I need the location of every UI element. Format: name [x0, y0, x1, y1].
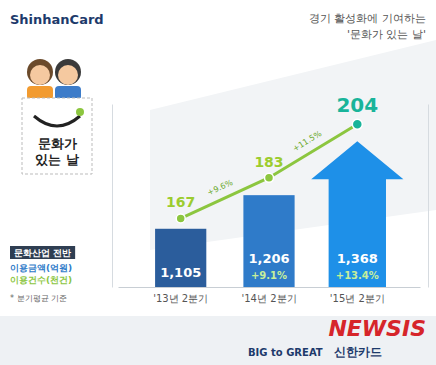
legend-entry: 이용건수(천건) [10, 275, 72, 285]
line-marker [265, 173, 274, 182]
chart-root: ShinhanCard 경기 활성화에 기여하는 '문화가 있는 날' 문화가있는 날… [0, 0, 436, 365]
x-tick: '15년 2분기 [330, 287, 385, 304]
background [0, 0, 436, 365]
slogan: BIG to GREAT [248, 347, 323, 358]
line-marker [176, 214, 185, 223]
bar-value-label: 1,105 [160, 265, 201, 280]
line-marker [352, 119, 362, 129]
bar-value-label: 1,206 [248, 251, 289, 266]
x-tick-label: '13년 2분기 [153, 293, 208, 304]
bar-change-label: +13.4% [336, 270, 379, 281]
bar-arrow [311, 141, 403, 287]
person-hair [27, 59, 53, 85]
y2-axis-line [428, 105, 429, 288]
footer-brand: 신한카드 [334, 345, 382, 359]
logo-text: 문화가있는 날 [35, 136, 79, 167]
bar-value-label: 1,368 [337, 251, 378, 266]
bar [155, 229, 206, 287]
x-axis-line [119, 287, 421, 288]
x-tick-label: '14년 2분기 [241, 293, 296, 304]
x-tick: '13년 2분기 [153, 287, 208, 304]
line-change-label: +9.6% [206, 178, 235, 198]
legend-entry: 이용금액(억원) [10, 263, 72, 273]
brand: ShinhanCard [10, 12, 104, 27]
y2-axis [428, 105, 429, 288]
line-value-label: 183 [254, 154, 283, 170]
labels: 1,105 1,206 +9.1% 1,368 +13.4% 167 183 +9.6% 204… [160, 93, 379, 281]
footer-band [0, 316, 436, 365]
x-tick-label: '15년 2분기 [330, 293, 385, 304]
x-axis: '13년 2분기 '14년 2분기 '15년 2분기 [119, 287, 421, 304]
x-tick: '14년 2분기 [241, 287, 296, 304]
illustration: 문화가있는 날 [22, 59, 92, 174]
person-face [58, 65, 78, 85]
bar-change-label: +9.1% [251, 270, 287, 281]
legend: 문화산업 전반이용금액(억원) 이용건수(천건) [10, 246, 75, 285]
title: 경기 활성화에 기여하는 [309, 12, 426, 25]
line [181, 124, 358, 218]
watermark: NEWSIS [328, 316, 426, 341]
person-face [30, 65, 50, 85]
plot-area [155, 119, 403, 287]
stamp [22, 98, 92, 174]
y-axis-line [112, 105, 113, 288]
y-axis [112, 105, 113, 288]
line-change-label: +11.5% [291, 129, 323, 154]
bar [243, 195, 294, 287]
line-value-label: 204 [336, 93, 378, 117]
line-value-label: 167 [166, 194, 195, 210]
stamp-dot [76, 108, 84, 116]
legend-title: 문화산업 전반 [14, 248, 71, 258]
person-hair [55, 59, 81, 85]
legend-title-box [10, 246, 75, 259]
footnote: * 분기평균 기준 [10, 294, 67, 303]
stamp-smile [34, 116, 80, 126]
subtitle: '문화가 있는 날' [347, 28, 426, 41]
